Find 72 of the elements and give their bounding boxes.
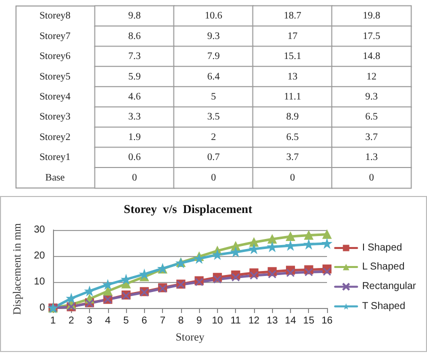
data-label: 0.6 (128, 152, 141, 164)
y-tick-label: Storey7 (39, 30, 71, 42)
data-label: 0 (132, 172, 137, 184)
data-label: 8.9 (286, 112, 299, 123)
data-label: 0 (211, 172, 216, 184)
data-label: 17.5 (362, 30, 380, 42)
x-tick-label: 7 (160, 316, 166, 326)
x-tick-label: 10 (212, 316, 224, 326)
data-label: 13 (288, 71, 298, 82)
data-label: 6.5 (365, 112, 378, 123)
y-tick-label: Storey3 (39, 112, 71, 123)
data-label: 9.3 (207, 30, 220, 42)
x-tick-label: 9 (196, 316, 202, 326)
data-label: 14.8 (362, 51, 380, 62)
legend-label: Rectangular (362, 281, 417, 292)
data-label: 0 (290, 172, 295, 184)
x-tick-label: 11 (230, 316, 242, 326)
data-label: 3.7 (286, 152, 299, 164)
y-tick-label: Storey2 (39, 132, 71, 143)
x-tick-label: 5 (123, 316, 130, 326)
chart-title: Storey v/s Displacement (124, 202, 252, 216)
data-label: 11.1 (284, 92, 302, 102)
x-tick-label: 3 (86, 316, 93, 326)
data-label: 18.7 (284, 10, 302, 22)
x-tick-label: 14 (284, 316, 296, 326)
data-label: 9.8 (128, 10, 141, 22)
y-axis-title: Displacement in mm (11, 222, 24, 315)
y-tick-label: 10 (34, 276, 46, 288)
legend-label: L Shaped (362, 262, 405, 272)
data-label: 19.8 (362, 10, 380, 22)
data-label: 3.7 (365, 132, 378, 143)
y-tick-label: Storey6 (39, 51, 71, 62)
x-tick-label: 4 (105, 316, 112, 326)
x-tick-label: 8 (178, 316, 184, 326)
x-tick-label: 6 (142, 316, 148, 326)
data-label: 6.4 (207, 71, 220, 82)
data-label: 1.3 (365, 152, 378, 164)
x-tick-label: 15 (303, 316, 315, 326)
data-label: 0.7 (207, 152, 220, 164)
x-tick-label: 1 (50, 316, 56, 326)
data-label: 6.5 (286, 132, 299, 143)
x-tick-label: 16 (321, 316, 333, 326)
x-tick-label: 12 (248, 316, 260, 326)
y-tick-label: Storey5 (39, 71, 71, 82)
y-tick-label: Base (45, 172, 66, 184)
legend-label: T Shaped (362, 300, 406, 312)
y-tick-label: 0 (39, 302, 46, 314)
data-label: 9.3 (365, 92, 378, 102)
data-label: 12 (366, 71, 376, 82)
data-label: 10.6 (204, 10, 222, 22)
x-tick-label: 2 (68, 316, 74, 326)
legend-label: I Shaped (362, 242, 402, 254)
data-label: 15.1 (284, 51, 302, 62)
data-label: 8.6 (128, 30, 141, 42)
x-tick-label: 13 (266, 316, 278, 326)
data-label: 17 (288, 30, 298, 42)
data-label: 5 (211, 92, 216, 102)
y-tick-label: Storey1 (39, 152, 71, 164)
data-label: 7.9 (207, 51, 220, 62)
y-tick-label: Storey8 (39, 10, 71, 22)
data-label: 4.6 (128, 92, 141, 102)
y-tick-label: 20 (34, 250, 46, 262)
data-label: 3.3 (128, 112, 141, 123)
data-label: 1.9 (128, 132, 141, 143)
y-tick-label: 30 (34, 224, 46, 236)
data-label: 2 (211, 132, 216, 143)
data-label: 5.9 (128, 71, 141, 82)
y-tick-label: Storey4 (39, 92, 71, 102)
x-axis-title: Storey (176, 332, 205, 344)
data-label: 7.3 (128, 51, 141, 62)
data-label: 3.5 (207, 112, 220, 123)
data-label: 0 (369, 172, 374, 184)
